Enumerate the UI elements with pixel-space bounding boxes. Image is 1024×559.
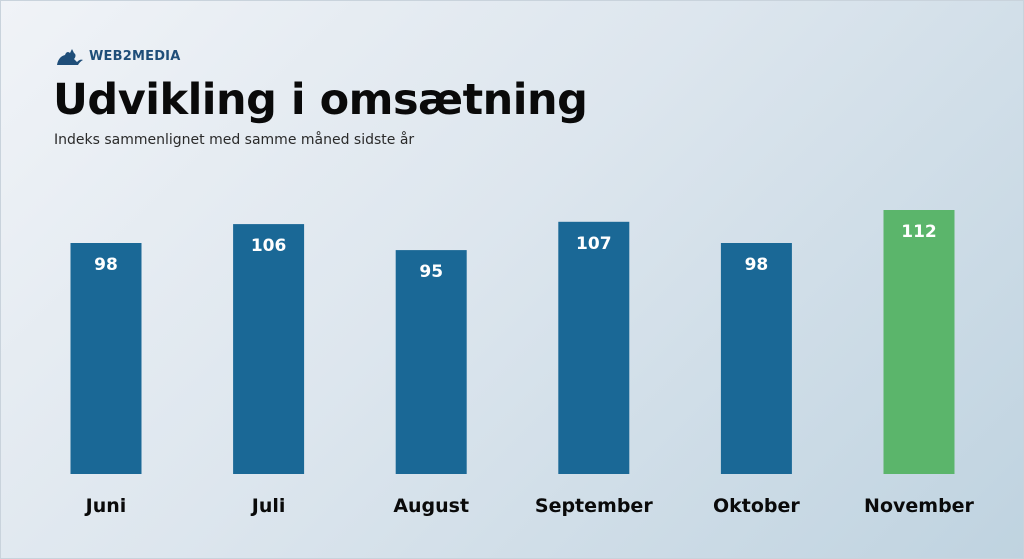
data-label-august: 95 <box>419 262 443 282</box>
category-label-juli: Juli <box>250 495 286 517</box>
bar-august <box>395 250 467 474</box>
cat-logo-icon <box>57 49 83 65</box>
data-label-september: 107 <box>576 234 612 254</box>
brand-logo: WEB2MEDIA <box>55 45 180 67</box>
data-label-juni: 98 <box>94 255 118 275</box>
category-label-oktober: Oktober <box>713 495 800 517</box>
data-label-oktober: 98 <box>745 255 769 275</box>
bar-november <box>883 210 955 474</box>
brand-name: WEB2MEDIA <box>89 48 181 64</box>
category-label-juni: Juni <box>84 495 127 517</box>
category-label-september: September <box>535 495 653 517</box>
bar-juli <box>233 224 305 474</box>
chart-title: Udvikling i omsætning <box>53 75 588 125</box>
chart-subtitle: Indeks sammenlignet med samme måned sids… <box>54 132 415 148</box>
category-label-august: August <box>393 495 469 517</box>
data-label-juli: 106 <box>251 236 287 256</box>
bar-september <box>558 221 630 474</box>
bar-oktober <box>720 243 792 474</box>
bar-juni <box>70 243 142 474</box>
data-label-november: 112 <box>901 222 937 242</box>
category-label-november: November <box>864 495 975 517</box>
